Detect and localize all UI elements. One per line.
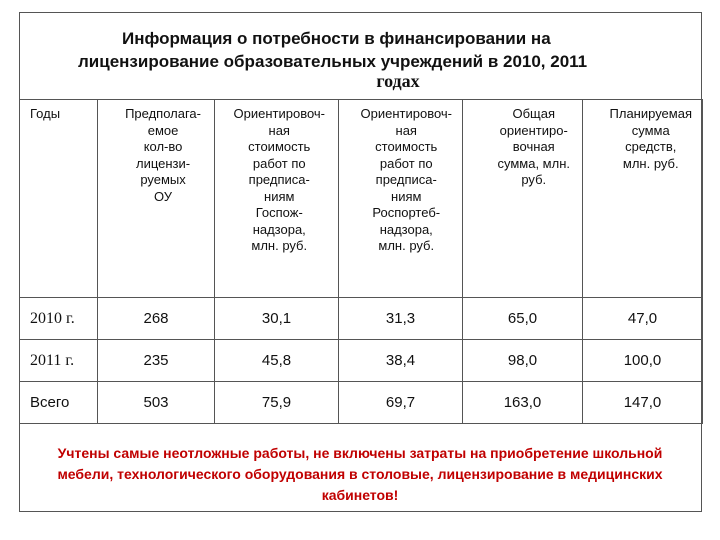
header-rospotrebnadzor-cost: Ориентировоч- ная стоимость работ по пре… [338,99,463,298]
header-institution-count-label: Предполага- емое кол-во лицензи- руемых … [125,106,201,204]
header-total-sum-label: Общая ориентиро- вочная сумма, млн. руб. [497,106,571,187]
financing-table: Годы Предполага- емое кол-во лицензи- ру… [19,99,703,424]
header-years: Годы [19,99,98,298]
table-cell: 235 [97,339,215,382]
table-cell: 268 [97,297,215,340]
table-row-total: Всего 503 75,9 69,7 163,0 147,0 [19,381,703,424]
title-line-3: годах [376,71,420,91]
table-cell: 31,3 [338,297,463,340]
table-cell: 38,4 [338,339,463,382]
header-institution-count: Предполага- емое кол-во лицензи- руемых … [97,99,215,298]
title-line-2: лицензирование образовательных учреждени… [78,52,588,71]
table-cell: 503 [97,381,215,424]
header-planned-sum: Планируемая сумма средств, млн. руб. [582,99,703,298]
row-total-label: Всего [19,381,98,424]
table-cell: 163,0 [462,381,583,424]
header-planned-sum-label: Планируемая сумма средств, млн. руб. [609,106,692,171]
table-cell: 69,7 [338,381,463,424]
header-gospozhnadzor-cost: Ориентировоч- ная стоимость работ по пре… [214,99,339,298]
table-cell: 75,9 [214,381,339,424]
table-cell: 147,0 [582,381,703,424]
header-gospozhnadzor-cost-label: Ориентировоч- ная стоимость работ по пре… [233,106,326,253]
table-cell: 65,0 [462,297,583,340]
table-cell: 30,1 [214,297,339,340]
table-cell: 100,0 [582,339,703,382]
title-line-1: Информация о потребности в финансировани… [122,29,551,48]
table-row: 2011 г. 235 45,8 38,4 98,0 100,0 [19,339,703,382]
table-row: 2010 г. 268 30,1 31,3 65,0 47,0 [19,297,703,340]
table-cell: 47,0 [582,297,703,340]
header-years-label: Годы [30,106,61,121]
table-cell: 45,8 [214,339,339,382]
header-total-sum: Общая ориентиро- вочная сумма, млн. руб. [462,99,583,298]
row-year-cell: 2010 г. [19,297,98,340]
table-cell: 98,0 [462,339,583,382]
page-title: Информация о потребности в финансировани… [60,27,700,93]
warning-note: Учтены самые неотложные работы, не включ… [57,445,663,503]
table-header-row: Годы Предполага- емое кол-во лицензи- ру… [19,99,703,298]
header-rospotrebnadzor-cost-label: Ориентировоч- ная стоимость работ по пре… [360,106,453,253]
row-year-cell: 2011 г. [19,339,98,382]
